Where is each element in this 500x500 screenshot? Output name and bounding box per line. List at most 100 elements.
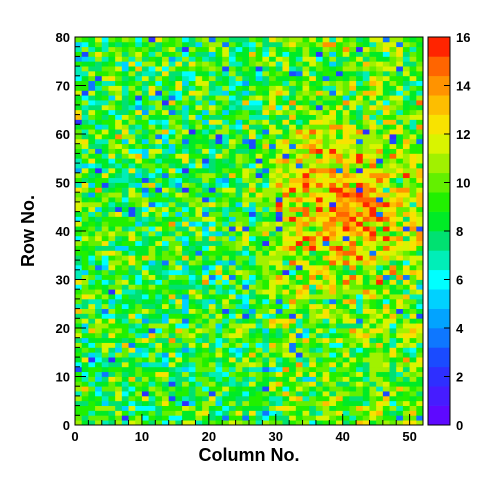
heatmap-cell [362, 221, 370, 227]
heatmap-cell [101, 303, 109, 309]
heatmap-cell [356, 41, 364, 48]
heatmap-cell [416, 395, 424, 402]
heatmap-cell [141, 371, 150, 377]
heatmap-cell [108, 371, 116, 377]
heatmap-cell [402, 313, 411, 319]
heatmap-cell [202, 129, 210, 135]
heatmap-cell [249, 153, 257, 159]
heatmap-cell [135, 376, 143, 382]
heatmap-cell [255, 342, 263, 348]
heatmap-cell [356, 80, 364, 86]
heatmap-cell [282, 357, 290, 363]
heatmap-cell [369, 172, 377, 179]
heatmap-cell [409, 158, 417, 164]
heatmap-cell [195, 221, 203, 227]
heatmap-cell [315, 75, 324, 82]
heatmap-cell [215, 240, 223, 246]
heatmap-cell [115, 138, 123, 145]
heatmap-cell [141, 235, 150, 242]
heatmap-cell [148, 303, 156, 309]
heatmap-cell [88, 41, 96, 48]
heatmap-cell [282, 391, 290, 397]
heatmap-cell [249, 138, 257, 145]
heatmap-cell [75, 51, 83, 57]
heatmap-cell [309, 284, 317, 290]
heatmap-cell [108, 298, 116, 305]
heatmap-cell [88, 294, 96, 300]
heatmap-cell [295, 269, 303, 276]
heatmap-cell [88, 260, 96, 266]
heatmap-cell [309, 163, 317, 169]
heatmap-cell [141, 182, 150, 188]
heatmap-cell [295, 41, 303, 48]
heatmap-cell [182, 371, 190, 377]
heatmap-cell [389, 197, 397, 203]
heatmap-cell [95, 357, 103, 363]
heatmap-cell [222, 391, 230, 397]
colorbar-tick-label: 14 [456, 79, 471, 94]
heatmap-cell [148, 46, 156, 52]
heatmap-cell [349, 337, 357, 343]
heatmap-cell [95, 90, 103, 96]
heatmap-cell [376, 66, 384, 72]
heatmap-cell [262, 303, 270, 309]
heatmap-cell [81, 177, 89, 183]
heatmap-cell [409, 332, 417, 339]
heatmap-cell [402, 308, 411, 314]
heatmap-cell [282, 100, 290, 106]
heatmap-cell [228, 303, 237, 309]
heatmap-cell [282, 177, 290, 183]
heatmap-cell [396, 226, 404, 232]
heatmap-cell [396, 342, 404, 348]
heatmap-cell [208, 226, 216, 232]
heatmap-cell [215, 46, 223, 52]
heatmap-cell [101, 391, 109, 397]
heatmap-cell [249, 415, 257, 421]
heatmap-cell [182, 51, 190, 57]
heatmap-cell [88, 221, 96, 227]
heatmap-cell [235, 294, 243, 300]
heatmap-cell [115, 415, 123, 421]
heatmap-cell [121, 410, 129, 416]
heatmap-cell [228, 313, 237, 319]
heatmap-cell [349, 66, 357, 72]
heatmap-cell [135, 172, 143, 179]
heatmap-cell [75, 366, 83, 373]
heatmap-cell [208, 119, 216, 125]
heatmap-cell [362, 294, 370, 300]
heatmap-cell [262, 95, 270, 101]
heatmap-cell [242, 235, 250, 242]
heatmap-cell [235, 37, 243, 43]
heatmap-cell [235, 269, 243, 276]
heatmap-cell [249, 61, 257, 67]
heatmap-cell [282, 289, 290, 295]
heatmap-cell [315, 177, 324, 183]
heatmap-cell [208, 37, 216, 43]
heatmap-cell [369, 240, 377, 246]
heatmap-cell [322, 41, 330, 48]
heatmap-cell [162, 308, 170, 314]
heatmap-cell [382, 109, 390, 115]
heatmap-cell [208, 158, 216, 164]
heatmap-cell [262, 187, 270, 193]
heatmap-cell [215, 332, 223, 339]
heatmap-cell [389, 313, 397, 319]
heatmap-cell [322, 308, 330, 314]
heatmap-cell [162, 85, 170, 91]
heatmap-cell [121, 366, 129, 373]
heatmap-cell [188, 41, 196, 48]
heatmap-cell [108, 216, 116, 222]
heatmap-cell [95, 231, 103, 237]
heatmap-cell [289, 56, 297, 62]
heatmap-cell [242, 51, 250, 57]
heatmap-cell [108, 211, 116, 217]
heatmap-cell [228, 80, 237, 86]
heatmap-cell [115, 347, 123, 353]
heatmap-cell [175, 308, 183, 314]
heatmap-cell [155, 366, 163, 373]
heatmap-cell [81, 37, 89, 43]
heatmap-cell [175, 405, 183, 411]
heatmap-cell [88, 114, 96, 120]
heatmap-cell [402, 41, 411, 48]
heatmap-cell [376, 303, 384, 309]
